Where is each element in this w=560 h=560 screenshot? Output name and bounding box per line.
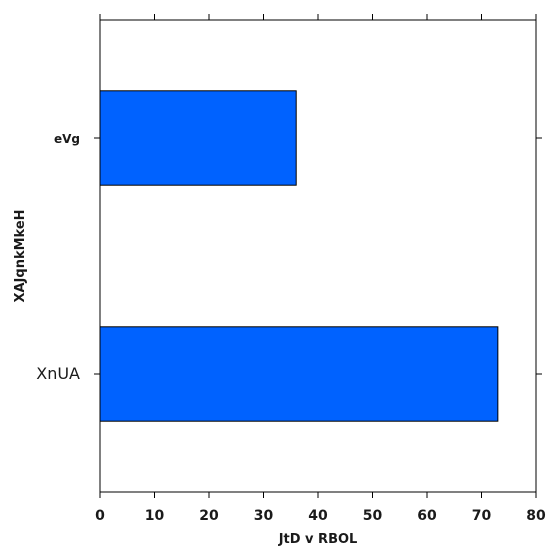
y-ticks-group: XnUA eVg [36,132,542,383]
x-tick-label: 70 [472,508,492,524]
x-ticks-group: 0 10 20 30 40 50 60 70 80 [95,14,546,524]
y-axis-title: XAJqnkMkeH [13,209,28,302]
x-tick-label: 10 [145,508,165,524]
bar-eVg [99,90,297,186]
x-tick-label: 20 [199,508,219,524]
x-tick-label: 60 [417,508,437,524]
bars-group [99,90,499,422]
x-tick-label: 30 [254,508,274,524]
x-axis-title: JtD v RBOL [278,532,358,547]
y-tick-label: XnUA [36,364,80,383]
x-tick-label: 40 [308,508,328,524]
x-tick-label: 50 [363,508,383,524]
x-tick-label: 80 [526,508,546,524]
bar-XnUA [99,326,499,422]
x-tick-label: 0 [95,508,105,524]
y-tick-label: eVg [54,132,80,146]
